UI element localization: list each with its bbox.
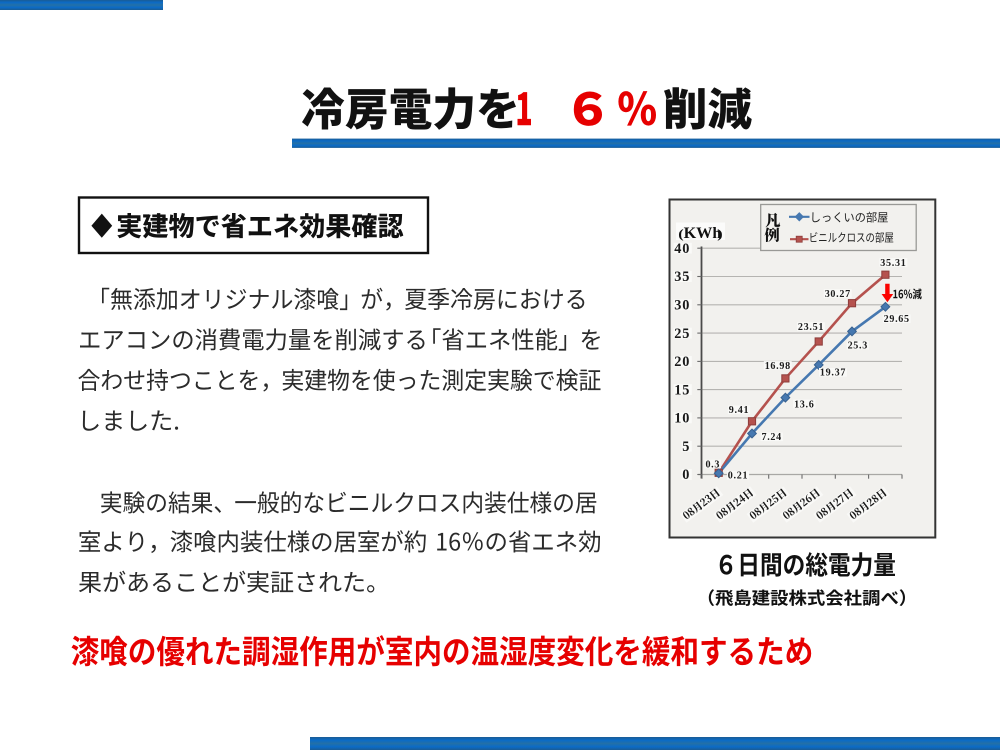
- svg-text:40: 40: [674, 241, 690, 257]
- svg-text:15: 15: [674, 382, 690, 398]
- svg-text:9.41: 9.41: [729, 405, 749, 416]
- svg-text:35: 35: [674, 269, 690, 285]
- svg-text:KWh: KWh: [684, 224, 722, 242]
- svg-text:13.6: 13.6: [794, 399, 814, 410]
- svg-text:0.3: 0.3: [705, 459, 720, 470]
- svg-text:10: 10: [674, 411, 690, 427]
- svg-text:30: 30: [674, 298, 690, 314]
- svg-text:23.51: 23.51: [798, 322, 824, 333]
- svg-text:25: 25: [674, 326, 690, 342]
- svg-text:29.65: 29.65: [884, 314, 910, 325]
- svg-text:16.98: 16.98: [765, 361, 791, 372]
- svg-text:(: (: [678, 228, 684, 242]
- svg-text:7.24: 7.24: [761, 432, 781, 443]
- svg-text:20: 20: [674, 354, 690, 370]
- svg-text:5: 5: [682, 439, 690, 455]
- svg-text:30.27: 30.27: [825, 289, 851, 300]
- svg-text:): ): [717, 228, 723, 242]
- svg-text:35.31: 35.31: [880, 258, 906, 269]
- svg-text:0.21: 0.21: [728, 471, 748, 482]
- svg-text:0: 0: [682, 467, 690, 483]
- svg-text:19.37: 19.37: [820, 368, 846, 379]
- svg-text:25.3: 25.3: [848, 341, 868, 352]
